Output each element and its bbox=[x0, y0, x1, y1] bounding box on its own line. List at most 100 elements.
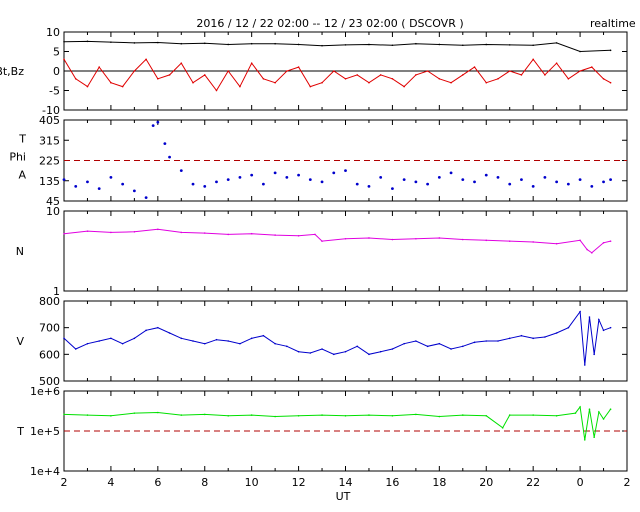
data-point bbox=[555, 332, 558, 334]
data-point bbox=[62, 178, 66, 182]
data-point bbox=[321, 348, 323, 350]
y-tick-label: -5 bbox=[49, 85, 60, 98]
data-point bbox=[157, 41, 159, 44]
data-point bbox=[598, 318, 600, 321]
data-point bbox=[121, 85, 124, 88]
data-point bbox=[368, 81, 370, 84]
x-axis-label: UT bbox=[336, 490, 351, 503]
data-point bbox=[203, 232, 206, 234]
x-tick-label: 14 bbox=[339, 476, 353, 489]
y-tick-label: 1e+6 bbox=[30, 385, 60, 398]
data-point bbox=[579, 239, 581, 242]
data-point bbox=[86, 342, 89, 345]
data-point bbox=[308, 178, 312, 182]
data-point bbox=[74, 348, 77, 350]
data-point bbox=[578, 178, 582, 182]
data-point bbox=[461, 238, 464, 241]
data-point bbox=[520, 178, 523, 182]
data-point bbox=[485, 43, 488, 46]
data-point bbox=[133, 337, 136, 340]
x-tick-label: 16 bbox=[385, 476, 399, 489]
data-point bbox=[496, 175, 500, 179]
data-point bbox=[379, 175, 383, 179]
data-point bbox=[250, 232, 253, 235]
data-point bbox=[367, 184, 371, 188]
data-point bbox=[379, 74, 382, 76]
data-point bbox=[438, 43, 441, 46]
data-point bbox=[157, 78, 159, 80]
x-tick-label: 8 bbox=[201, 476, 208, 489]
data-point bbox=[274, 42, 276, 45]
data-point bbox=[602, 329, 605, 332]
data-point bbox=[227, 414, 230, 417]
data-point bbox=[226, 178, 230, 182]
data-point bbox=[215, 89, 218, 92]
data-point bbox=[391, 414, 394, 417]
data-point bbox=[473, 180, 476, 184]
data-point bbox=[274, 415, 276, 418]
data-point bbox=[133, 70, 136, 72]
data-point bbox=[485, 340, 488, 342]
data-point bbox=[415, 237, 417, 240]
x-tick-label: 12 bbox=[292, 476, 306, 489]
data-point bbox=[274, 81, 276, 84]
data-point bbox=[168, 155, 171, 159]
data-point bbox=[368, 43, 370, 46]
data-point bbox=[438, 342, 441, 345]
data-point bbox=[179, 169, 183, 173]
data-point bbox=[321, 81, 323, 84]
data-point bbox=[415, 42, 417, 45]
data-point bbox=[344, 237, 347, 240]
y-tick-label: 405 bbox=[39, 114, 60, 127]
data-point bbox=[250, 62, 253, 64]
y-tick-label: 1e+5 bbox=[30, 425, 60, 438]
x-tick-labels: 2 4 6 8 10 12 14 16 18 20 22 0 2 bbox=[61, 476, 631, 489]
data-point bbox=[227, 233, 230, 236]
data-point bbox=[203, 342, 206, 345]
data-point bbox=[86, 85, 89, 88]
data-point bbox=[215, 180, 218, 184]
data-point bbox=[415, 340, 417, 342]
data-point bbox=[63, 413, 65, 416]
data-point bbox=[532, 44, 534, 47]
data-point bbox=[203, 42, 206, 45]
data-point bbox=[497, 78, 499, 80]
panel-temperature: 1e+6 1e+5 1e+4 T bbox=[16, 385, 628, 478]
data-point bbox=[532, 241, 534, 243]
data-point bbox=[583, 364, 586, 366]
data-point bbox=[461, 44, 464, 47]
data-point bbox=[391, 348, 394, 350]
data-point bbox=[415, 413, 417, 416]
data-point bbox=[426, 70, 429, 72]
data-point bbox=[314, 233, 316, 236]
y-tick-label: 700 bbox=[39, 322, 60, 335]
data-point bbox=[274, 342, 276, 345]
data-point bbox=[355, 182, 359, 186]
data-point bbox=[309, 352, 312, 354]
y-tick-label: 45 bbox=[46, 195, 60, 208]
data-point bbox=[144, 196, 148, 200]
x-tick-label: 2 bbox=[624, 476, 631, 489]
data-point bbox=[132, 189, 136, 193]
data-point bbox=[86, 414, 89, 416]
data-point bbox=[543, 175, 547, 179]
data-point bbox=[110, 41, 112, 43]
data-point bbox=[438, 78, 441, 80]
x-tick-label: 4 bbox=[107, 476, 114, 489]
data-point bbox=[309, 85, 312, 88]
data-point bbox=[157, 326, 159, 329]
data-point bbox=[403, 85, 405, 88]
data-point bbox=[555, 62, 558, 64]
data-point bbox=[203, 74, 206, 76]
data-point bbox=[574, 412, 577, 414]
data-point bbox=[485, 414, 488, 417]
data-point bbox=[602, 78, 605, 80]
panel-phi-angle: 405 315 225 135 45 T Phi A bbox=[9, 114, 628, 208]
data-point bbox=[157, 411, 159, 414]
data-point bbox=[238, 175, 242, 179]
data-point bbox=[598, 411, 600, 413]
data-point bbox=[332, 171, 336, 175]
y-axis-label: T bbox=[16, 425, 24, 438]
data-point bbox=[544, 336, 546, 338]
